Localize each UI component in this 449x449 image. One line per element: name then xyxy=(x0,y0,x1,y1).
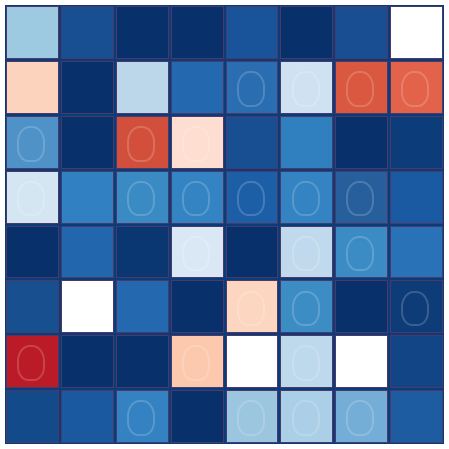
image-tile xyxy=(60,280,114,334)
image-tile xyxy=(60,170,114,224)
image-tile xyxy=(225,6,279,59)
image-tile xyxy=(390,170,443,224)
image-tile xyxy=(6,60,59,114)
image-tile xyxy=(280,335,334,389)
image-tile xyxy=(6,225,59,279)
image-tile-grid xyxy=(5,5,444,444)
image-tile xyxy=(390,115,443,169)
image-tile xyxy=(280,6,334,59)
image-tile xyxy=(390,225,443,279)
image-tile xyxy=(280,115,334,169)
image-tile xyxy=(115,225,169,279)
image-tile xyxy=(390,390,443,443)
image-tile xyxy=(6,115,59,169)
image-tile xyxy=(115,115,169,169)
image-tile xyxy=(6,390,59,443)
image-tile xyxy=(170,6,224,59)
image-tile xyxy=(115,390,169,443)
image-tile xyxy=(225,335,279,389)
image-tile xyxy=(225,280,279,334)
image-tile xyxy=(280,225,334,279)
image-tile xyxy=(6,170,59,224)
image-tile xyxy=(170,280,224,334)
image-tile xyxy=(115,60,169,114)
image-tile xyxy=(60,390,114,443)
image-tile xyxy=(170,225,224,279)
image-tile xyxy=(225,390,279,443)
image-tile xyxy=(335,170,389,224)
image-tile xyxy=(280,280,334,334)
image-tile xyxy=(115,6,169,59)
image-tile xyxy=(335,335,389,389)
image-tile xyxy=(115,170,169,224)
image-tile xyxy=(225,115,279,169)
image-tile xyxy=(60,6,114,59)
image-tile xyxy=(335,225,389,279)
image-tile xyxy=(6,280,59,334)
image-tile xyxy=(335,60,389,114)
image-tile xyxy=(170,60,224,114)
image-tile xyxy=(390,60,443,114)
image-tile xyxy=(280,390,334,443)
image-tile xyxy=(115,335,169,389)
image-tile xyxy=(170,170,224,224)
image-tile xyxy=(390,6,443,59)
image-tile xyxy=(170,335,224,389)
image-tile xyxy=(390,335,443,389)
image-tile xyxy=(280,170,334,224)
image-tile xyxy=(60,335,114,389)
image-tile xyxy=(390,280,443,334)
image-tile xyxy=(225,60,279,114)
image-tile xyxy=(335,280,389,334)
image-tile xyxy=(6,6,59,59)
image-tile xyxy=(170,390,224,443)
image-tile xyxy=(6,335,59,389)
image-tile xyxy=(170,115,224,169)
image-tile xyxy=(225,225,279,279)
image-tile xyxy=(335,115,389,169)
image-tile xyxy=(60,60,114,114)
image-tile xyxy=(60,115,114,169)
image-tile xyxy=(60,225,114,279)
image-tile xyxy=(115,280,169,334)
image-tile xyxy=(225,170,279,224)
image-tile xyxy=(335,390,389,443)
image-tile xyxy=(280,60,334,114)
image-tile xyxy=(335,6,389,59)
